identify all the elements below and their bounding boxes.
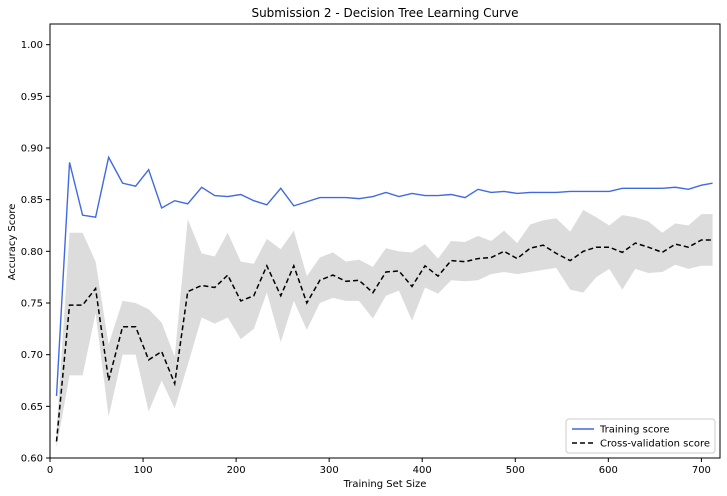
y-tick-label: 1.00 — [21, 40, 43, 51]
x-tick-label: 700 — [692, 465, 711, 476]
y-tick-label: 0.75 — [21, 299, 43, 310]
x-tick-label: 500 — [506, 465, 525, 476]
x-tick-label: 400 — [413, 465, 432, 476]
legend: Training score Cross-validation score — [565, 418, 716, 454]
y-tick-label: 0.80 — [21, 247, 43, 258]
y-tick-label: 0.60 — [21, 454, 43, 465]
legend-box — [565, 418, 716, 454]
y-tick-label: 0.95 — [21, 92, 43, 103]
chart-title: Submission 2 - Decision Tree Learning Cu… — [251, 6, 518, 20]
legend-cv-label: Cross-validation score — [600, 439, 710, 450]
cv-score-line — [55, 239, 713, 442]
legend-training-label: Training score — [599, 425, 670, 436]
y-tick-label: 0.85 — [21, 195, 43, 206]
x-tick-label: 100 — [134, 465, 153, 476]
cv-score-band — [56, 210, 713, 448]
training-score-line — [55, 155, 713, 397]
y-axis-label: Accuracy Score — [7, 204, 18, 281]
plot-frame — [49, 23, 721, 459]
y-tick-label: 0.65 — [21, 402, 43, 413]
x-axis-label: Training Set Size — [343, 479, 427, 490]
y-tick-label: 0.70 — [21, 350, 43, 361]
x-tick-label: 600 — [599, 465, 618, 476]
y-tick-label: 0.90 — [21, 144, 43, 155]
x-tick-label: 200 — [227, 465, 246, 476]
plot-area: 0 100 200 300 400 500 600 700 0.60 0.65 0.70 0.75 0.… — [21, 23, 721, 476]
x-tick-label: 0 — [47, 465, 53, 476]
x-tick-label: 300 — [320, 465, 339, 476]
